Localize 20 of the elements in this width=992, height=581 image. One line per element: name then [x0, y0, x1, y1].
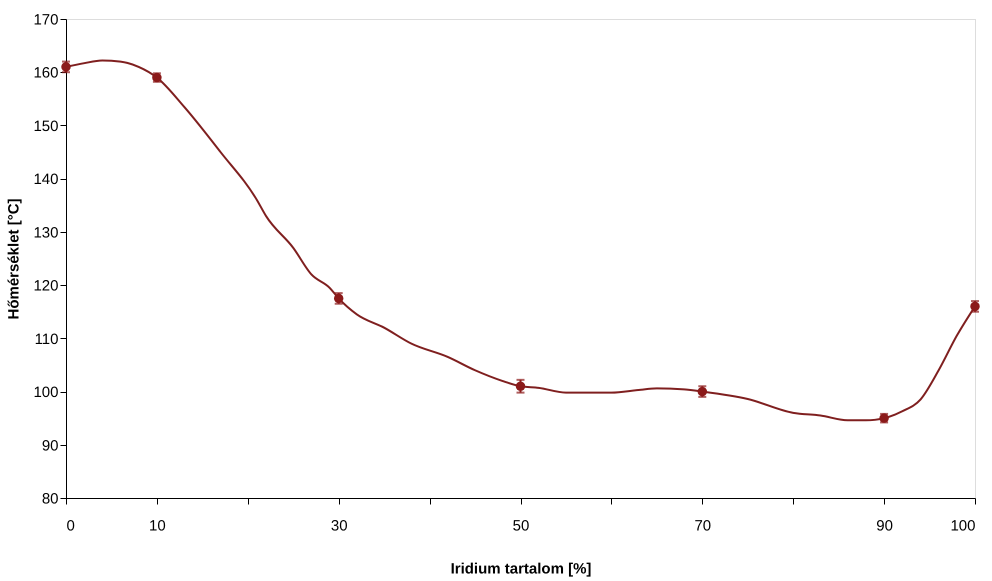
x-tick-label: 10 [149, 518, 166, 534]
x-tick-label: 100 [950, 518, 976, 534]
y-tick-label: 80 [42, 490, 58, 508]
x-tick-label: 70 [694, 518, 712, 534]
y-tick-label: 150 [33, 118, 58, 135]
x-axis-title: Iridium tartalom [%] [450, 560, 592, 578]
y-tick-label: 160 [33, 64, 58, 82]
y-tick-label: 100 [33, 384, 58, 402]
y-axis-title: Hőmérséklet [°C] [5, 198, 22, 320]
y-tick-label: 140 [33, 171, 58, 188]
x-tick-label: 50 [512, 518, 530, 534]
point [516, 382, 526, 391]
y-tick-label: 130 [33, 224, 58, 242]
y-tick-label: 90 [42, 437, 58, 454]
x-tick-label: 30 [330, 518, 348, 534]
x-tick-label: 90 [876, 518, 893, 534]
x-tick-label: 0 [66, 518, 75, 534]
y-tick-label: 110 [34, 330, 58, 348]
y-tick-label: 170 [33, 12, 58, 28]
y-tick-label: 120 [33, 278, 58, 295]
